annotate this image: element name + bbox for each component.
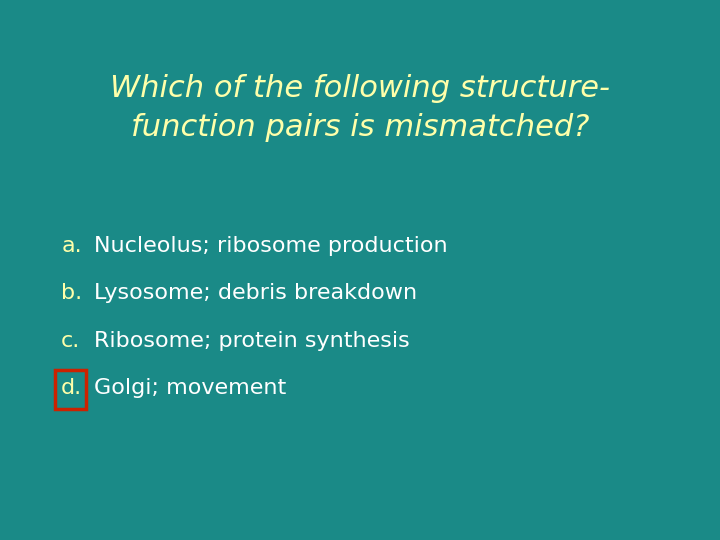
Text: Lysosome; debris breakdown: Lysosome; debris breakdown — [94, 283, 417, 303]
Text: Ribosome; protein synthesis: Ribosome; protein synthesis — [94, 330, 410, 351]
Text: a.: a. — [61, 235, 82, 256]
Text: c.: c. — [61, 330, 81, 351]
Text: Golgi; movement: Golgi; movement — [94, 378, 286, 399]
Text: Nucleolus; ribosome production: Nucleolus; ribosome production — [94, 235, 447, 256]
Text: b.: b. — [61, 283, 82, 303]
Text: Which of the following structure-
function pairs is mismatched?: Which of the following structure- functi… — [110, 75, 610, 141]
Bar — [55, 370, 86, 409]
Text: d.: d. — [61, 378, 82, 399]
